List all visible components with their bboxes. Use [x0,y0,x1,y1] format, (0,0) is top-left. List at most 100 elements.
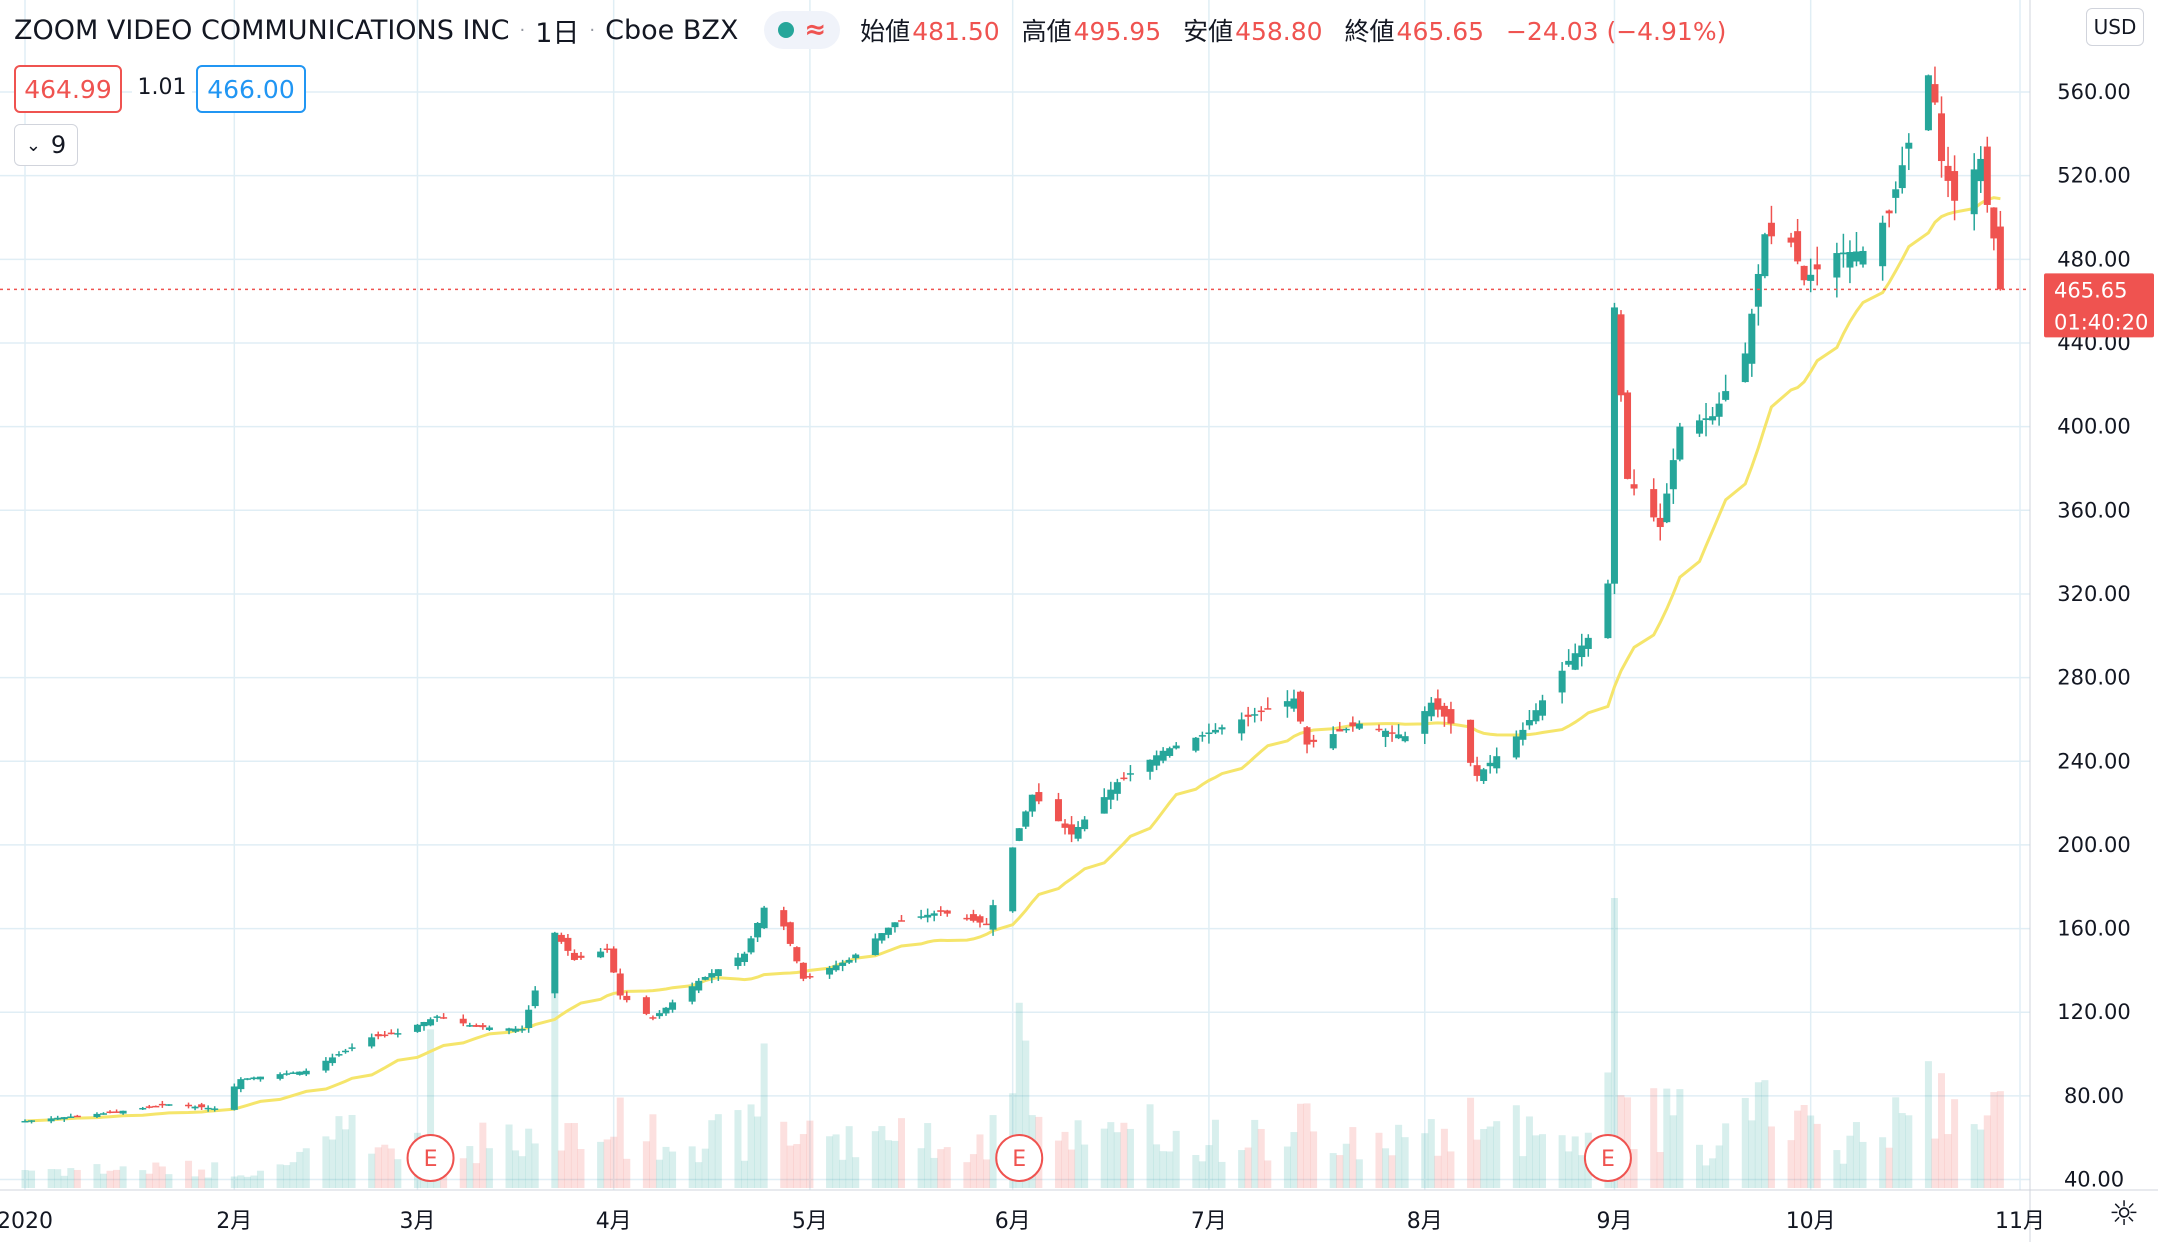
market-status-pill[interactable]: ≈ [764,11,841,49]
candle-body [1395,734,1403,739]
time-axis[interactable]: 2020 2月 3月 4月 5月 6月 7月 8月 9月 10月 11月 [0,1209,2045,1234]
volume-bar [1355,1159,1363,1188]
symbol-title[interactable]: ZOOM VIDEO COMMUNICATIONS INC [14,14,510,46]
volume-bar [1650,1088,1658,1188]
candle-body [930,913,938,916]
candle-body [1630,484,1638,489]
volume-bar [1257,1128,1265,1188]
candle-body [368,1037,376,1047]
sell-price-button[interactable]: 464.99 [14,65,122,113]
candle-body [518,1028,526,1031]
candle-body [60,1117,68,1120]
volume-bar [1238,1150,1246,1188]
candle-body [328,1057,336,1064]
candle-body [1859,250,1867,265]
candle-body [649,1017,657,1019]
volume-bar [1113,1132,1121,1188]
volume-bar [1787,1140,1795,1188]
volume-bar [250,1175,258,1188]
candle-body [427,1019,435,1026]
volume-bar [597,1141,605,1188]
candle-body [1035,792,1043,802]
volume-bar [302,1148,310,1188]
candle-body [1617,314,1625,396]
volume-bar [1074,1120,1082,1188]
volume-bar [616,1097,624,1188]
volume-bar [335,1116,343,1188]
volume-bar [427,1029,435,1188]
volume-bar [328,1139,336,1188]
volume-bar [714,1114,722,1188]
candle-body [1218,727,1226,730]
candlesticks [21,66,2004,1124]
volume-bar [1107,1122,1115,1188]
volume-bar [322,1136,330,1188]
candle-body [780,910,788,927]
volume-bar [1329,1153,1337,1188]
indicators-toggle[interactable]: ⌄ 9 [14,124,78,166]
candle-body [289,1072,297,1074]
candle-body [976,916,984,923]
interval-label[interactable]: 1日 [535,17,580,49]
volume-bar [662,1146,670,1188]
volume-bar [976,1134,984,1188]
candle-body [1996,226,2004,290]
low-label: 安値 [1183,17,1234,46]
wave-icon: ≈ [804,15,827,45]
candle-body [1355,723,1363,729]
candle-body [1748,313,1756,364]
candle-body [1722,391,1730,400]
candle-body [1931,84,1939,103]
time-tick-label: 11月 [1995,1209,2045,1234]
candle-body [28,1120,36,1122]
volume-bar [969,1154,977,1188]
volume-bar [1715,1145,1723,1188]
volume-bar [113,1169,121,1188]
volume-bar [1702,1165,1710,1188]
volume-bar [741,1160,749,1188]
volume-bar [1434,1155,1442,1188]
volume-bar [1565,1151,1573,1188]
buy-price-button[interactable]: 466.00 [196,65,306,113]
volume-bar [786,1145,794,1188]
gear-icon[interactable]: ☼ [2108,1194,2140,1234]
candle-body [485,1027,493,1030]
candle-body [67,1116,75,1118]
candle-body [1951,171,1959,201]
volume-bar [1166,1151,1174,1188]
candle-body [806,976,814,978]
volume-bar [1977,1129,1985,1188]
volume-bar [1604,1072,1612,1188]
time-tick-label: 2020 [0,1209,53,1234]
volume-bar [884,1140,892,1188]
candle-body [983,923,991,926]
candle-body [1741,353,1749,383]
volume-bar [577,1149,585,1188]
currency-button[interactable]: USD [2086,8,2144,46]
candle-body [1028,794,1036,812]
candle-body [440,1017,448,1019]
volume-bar [1467,1097,1475,1188]
volume-bar [1525,1116,1533,1188]
volume-bar [557,1150,565,1188]
candle-body [1990,207,1998,239]
volume-bar [610,1136,618,1188]
price-tick-label: 560.00 [2057,80,2130,104]
candle-body [577,955,585,958]
chevron-down-icon: ⌄ [25,134,41,156]
price-tick-label: 240.00 [2057,749,2130,773]
candle-body [1205,732,1213,735]
candle-body [1879,222,1887,267]
green-dot-icon [778,22,795,38]
candle-body [570,952,578,960]
volume-bar [1807,1115,1815,1188]
volume-bar [963,1162,971,1188]
price-axis[interactable]: 40.00 80.00 120.00 160.00 200.00 240.00 280.00… [2057,80,2130,1192]
volume-bar [799,1134,807,1188]
volume-bar [1852,1122,1860,1188]
volume-bar [73,1169,81,1188]
volume-bar [917,1148,925,1188]
volume-bar [505,1124,513,1188]
